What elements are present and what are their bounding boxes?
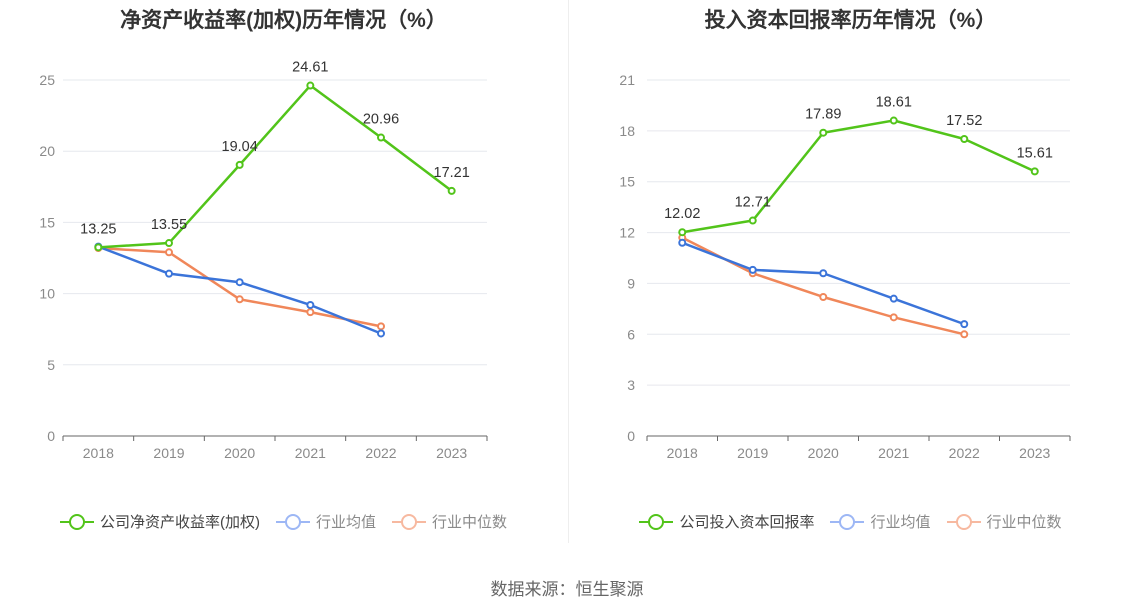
legend-marker-average xyxy=(275,512,310,532)
legend-marker-average xyxy=(830,512,865,532)
data-point-company xyxy=(889,116,898,125)
y-tick-label: 10 xyxy=(39,286,55,302)
legend-marker-median xyxy=(946,512,981,532)
data-point-avg xyxy=(889,294,898,303)
legend-label: 行业中位数 xyxy=(986,514,1062,531)
data-point-median xyxy=(889,313,898,322)
y-tick-label: 5 xyxy=(47,357,55,373)
data-label: 24.61 xyxy=(292,60,328,76)
legend-industry-average[interactable]: 行业均值 xyxy=(275,511,376,532)
legend-marker-company xyxy=(639,512,674,532)
y-tick-label: 21 xyxy=(619,72,635,88)
legend-label: 行业均值 xyxy=(315,514,376,531)
roe-chart-panel: 净资产收益率(加权)历年情况（%） 0 5 10 15 20 25 2018 2019 2020… xyxy=(0,0,567,560)
data-label: 17.52 xyxy=(946,113,982,129)
legend-industry-median[interactable]: 行业中位数 xyxy=(946,511,1062,532)
series-line-avg xyxy=(97,245,382,335)
y-tick-label: 15 xyxy=(39,214,55,230)
data-label: 13.55 xyxy=(151,217,187,233)
x-tick-label: 2020 xyxy=(224,445,255,461)
data-point-avg xyxy=(748,265,757,274)
roic-line-chart: 0 3 6 9 12 15 18 21 2018 2019 2020 2021 2022 2023 12.0… xyxy=(619,72,1071,461)
chart-title: 净资产收益率(加权)历年情况（%） xyxy=(120,9,447,32)
x-tick-label: 2021 xyxy=(878,445,909,461)
data-point-company xyxy=(165,239,173,248)
x-tick-label: 2020 xyxy=(808,445,839,461)
series-line-company xyxy=(682,119,1036,234)
y-tick-label: 15 xyxy=(619,174,635,190)
data-point-company xyxy=(447,186,456,195)
data-point-company xyxy=(306,81,315,90)
data-point-company xyxy=(678,228,687,237)
data-point-avg xyxy=(960,320,969,329)
chart-legend: 公司净资产收益率(加权) 行业均值 行业中位数 xyxy=(0,511,567,532)
data-point-company xyxy=(960,134,969,143)
y-tick-label: 0 xyxy=(627,428,635,444)
x-tick-label: 2023 xyxy=(436,445,467,461)
chart-legend: 公司投入资本回报率 行业均值 行业中位数 xyxy=(567,511,1134,532)
legend-label: 公司投入资本回报率 xyxy=(679,514,815,531)
data-point-median xyxy=(377,322,385,331)
data-label: 12.71 xyxy=(735,195,771,211)
legend-company-roe[interactable]: 公司净资产收益率(加权) xyxy=(59,511,260,532)
legend-marker-median xyxy=(392,512,426,532)
series-line-median xyxy=(681,236,965,336)
data-point-company xyxy=(748,216,757,225)
data-label: 19.04 xyxy=(222,139,258,155)
y-tick-label: 20 xyxy=(39,143,55,159)
data-label: 17.21 xyxy=(434,165,470,181)
x-tick-label: 2023 xyxy=(1019,445,1050,461)
data-label: 13.25 xyxy=(80,221,116,237)
series-line-median xyxy=(98,246,382,328)
data-point-median xyxy=(306,308,315,317)
data-point-avg xyxy=(377,329,385,338)
legend-company-roic[interactable]: 公司投入资本回报率 xyxy=(639,511,814,532)
x-tick-label: 2018 xyxy=(667,445,698,461)
data-point-company xyxy=(235,160,244,169)
data-label: 20.96 xyxy=(363,112,399,128)
x-tick-label: 2019 xyxy=(153,445,184,461)
legend-label: 行业中位数 xyxy=(432,514,508,531)
legend-label: 行业均值 xyxy=(870,514,931,531)
data-point-company xyxy=(94,243,103,252)
series-line-company xyxy=(98,84,453,249)
panel-divider xyxy=(568,0,569,543)
legend-marker-company xyxy=(59,512,94,532)
roic-chart-panel: 投入资本回报率历年情况（%） 0 3 6 9 12 15 18 21 2018 2019 2020 2… xyxy=(567,0,1134,560)
data-point-avg xyxy=(165,269,173,278)
data-point-avg xyxy=(306,300,315,309)
data-point-median xyxy=(819,292,828,301)
data-label: 15.61 xyxy=(1017,145,1053,161)
x-tick-label: 2022 xyxy=(949,445,980,461)
data-point-company xyxy=(1030,167,1039,176)
chart-title: 投入资本回报率历年情况（%） xyxy=(704,9,997,32)
legend-industry-average[interactable]: 行业均值 xyxy=(830,511,931,532)
y-tick-label: 25 xyxy=(39,72,55,88)
y-tick-label: 9 xyxy=(627,275,635,291)
x-tick-label: 2022 xyxy=(365,445,396,461)
data-point-avg xyxy=(678,238,687,247)
x-tick-label: 2021 xyxy=(295,445,326,461)
data-point-company xyxy=(377,133,385,142)
data-label: 18.61 xyxy=(876,95,912,111)
y-tick-label: 18 xyxy=(619,123,635,139)
x-tick-label: 2019 xyxy=(737,445,768,461)
data-source-note: 数据来源：恒生聚源 xyxy=(490,580,644,599)
y-tick-label: 3 xyxy=(627,377,635,393)
y-tick-label: 12 xyxy=(619,225,635,241)
data-point-median xyxy=(960,330,969,339)
legend-label: 公司净资产收益率(加权) xyxy=(99,514,260,531)
x-tick-label: 2018 xyxy=(83,445,114,461)
data-point-avg xyxy=(235,278,244,287)
y-tick-label: 0 xyxy=(47,428,55,444)
roe-line-chart: 0 5 10 15 20 25 2018 2019 2020 2021 2022 2023 13.25 1… xyxy=(39,60,488,461)
data-label: 17.89 xyxy=(805,107,841,123)
data-point-median xyxy=(165,248,173,257)
data-label: 12.02 xyxy=(664,206,700,222)
data-point-median xyxy=(235,295,244,304)
data-point-company xyxy=(819,128,828,137)
data-point-avg xyxy=(819,269,828,278)
y-tick-label: 6 xyxy=(627,326,635,342)
legend-industry-median[interactable]: 行业中位数 xyxy=(392,511,507,532)
